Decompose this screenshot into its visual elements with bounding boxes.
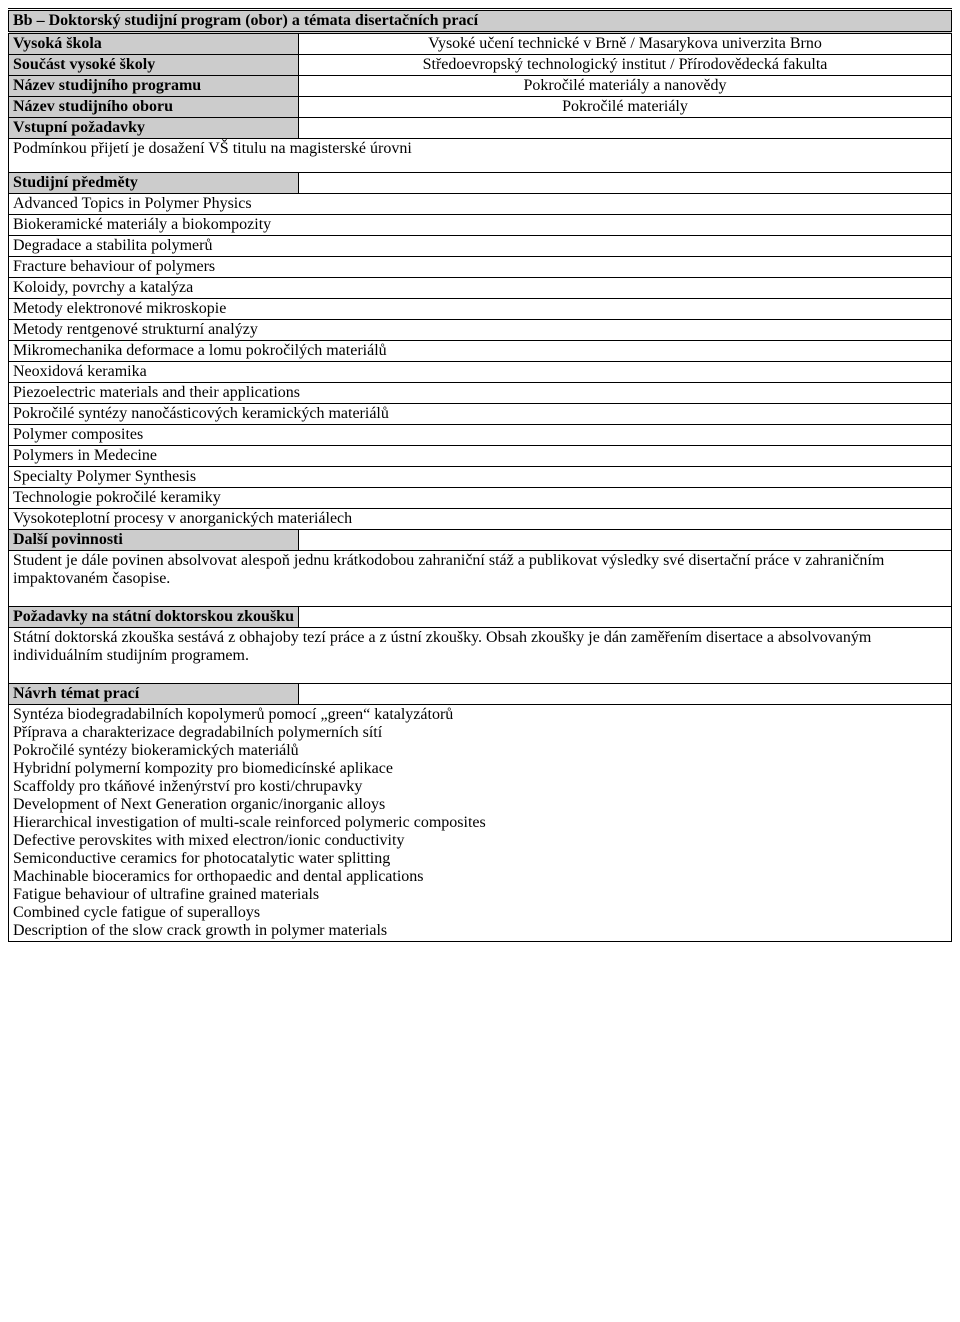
subject-row: Specialty Polymer Synthesis — [9, 467, 952, 488]
header-title: Bb – Doktorský studijní program (obor) a… — [9, 10, 952, 33]
subject-row: Fracture behaviour of polymers — [9, 257, 952, 278]
exam-text: Státní doktorská zkouška sestává z obhaj… — [9, 628, 952, 684]
row-faculty: Součást vysoké školy Středoevropský tech… — [9, 55, 952, 76]
entry-req-text: Podmínkou přijetí je dosažení VŠ titulu … — [9, 139, 952, 173]
row-university: Vysoká škola Vysoké učení technické v Br… — [9, 33, 952, 55]
subject-item: Mikromechanika deformace a lomu pokročil… — [9, 341, 952, 362]
exam-empty — [299, 607, 952, 628]
subject-item: Metody elektronové mikroskopie — [9, 299, 952, 320]
subject-row: Polymers in Medecine — [9, 446, 952, 467]
row-topics-label: Návrh témat prací — [9, 684, 952, 705]
topic-item: Description of the slow crack growth in … — [13, 922, 947, 940]
subject-row: Degradace a stabilita polymerů — [9, 236, 952, 257]
subject-row: Koloidy, povrchy a katalýza — [9, 278, 952, 299]
label-topics: Návrh témat prací — [9, 684, 299, 705]
label-entry-req: Vstupní požadavky — [9, 118, 299, 139]
row-exam-text: Státní doktorská zkouška sestává z obhaj… — [9, 628, 952, 684]
subject-item: Metody rentgenové strukturní analýzy — [9, 320, 952, 341]
value-program: Pokročilé materiály a nanovědy — [299, 76, 952, 97]
subject-item: Fracture behaviour of polymers — [9, 257, 952, 278]
row-other-duties-text: Student je dále povinen absolvovat alesp… — [9, 551, 952, 607]
row-field: Název studijního oboru Pokročilé materiá… — [9, 97, 952, 118]
subject-row: Mikromechanika deformace a lomu pokročil… — [9, 341, 952, 362]
label-other-duties: Další povinnosti — [9, 530, 299, 551]
subject-row: Metody rentgenové strukturní analýzy — [9, 320, 952, 341]
topic-item: Scaffoldy pro tkáňové inženýrství pro ko… — [13, 778, 947, 796]
value-faculty: Středoevropský technologický institut / … — [299, 55, 952, 76]
subject-item: Technologie pokročilé keramiky — [9, 488, 952, 509]
label-field: Název studijního oboru — [9, 97, 299, 118]
subjects-empty — [299, 173, 952, 194]
subject-item: Pokročilé syntézy nanočásticových kerami… — [9, 404, 952, 425]
subject-row: Vysokoteplotní procesy v anorganických m… — [9, 509, 952, 530]
row-entry-req-text: Podmínkou přijetí je dosažení VŠ titulu … — [9, 139, 952, 173]
subject-row: Piezoelectric materials and their applic… — [9, 383, 952, 404]
topic-item: Syntéza biodegradabilních kopolymerů pom… — [13, 706, 947, 724]
topic-item: Pokročilé syntézy biokeramických materiá… — [13, 742, 947, 760]
topic-item: Semiconductive ceramics for photocatalyt… — [13, 850, 947, 868]
document-table: Bb – Doktorský studijní program (obor) a… — [8, 8, 952, 942]
subjects-list: Advanced Topics in Polymer PhysicsBioker… — [9, 194, 952, 530]
row-program: Název studijního programu Pokročilé mate… — [9, 76, 952, 97]
topic-item: Development of Next Generation organic/i… — [13, 796, 947, 814]
topic-item: Hybridní polymerní kompozity pro biomedi… — [13, 760, 947, 778]
subject-item: Degradace a stabilita polymerů — [9, 236, 952, 257]
subject-item: Advanced Topics in Polymer Physics — [9, 194, 952, 215]
topic-item: Příprava a charakterizace degradabilních… — [13, 724, 947, 742]
other-duties-text: Student je dále povinen absolvovat alesp… — [9, 551, 952, 607]
subject-item: Koloidy, povrchy a katalýza — [9, 278, 952, 299]
topic-item: Fatigue behaviour of ultrafine grained m… — [13, 886, 947, 904]
other-duties-empty — [299, 530, 952, 551]
topics-cell: Syntéza biodegradabilních kopolymerů pom… — [9, 705, 952, 942]
topic-item: Hierarchical investigation of multi-scal… — [13, 814, 947, 832]
header-row: Bb – Doktorský studijní program (obor) a… — [9, 10, 952, 33]
topics-empty — [299, 684, 952, 705]
row-subjects-label: Studijní předměty — [9, 173, 952, 194]
subject-item: Specialty Polymer Synthesis — [9, 467, 952, 488]
label-faculty: Součást vysoké školy — [9, 55, 299, 76]
subject-row: Advanced Topics in Polymer Physics — [9, 194, 952, 215]
subject-item: Piezoelectric materials and their applic… — [9, 383, 952, 404]
subject-row: Polymer composites — [9, 425, 952, 446]
subject-row: Pokročilé syntézy nanočásticových kerami… — [9, 404, 952, 425]
value-entry-req-empty — [299, 118, 952, 139]
row-other-duties-label: Další povinnosti — [9, 530, 952, 551]
label-program: Název studijního programu — [9, 76, 299, 97]
subject-row: Biokeramické materiály a biokompozity — [9, 215, 952, 236]
label-exam: Požadavky na státní doktorskou zkoušku — [9, 607, 299, 628]
topic-item: Defective perovskites with mixed electro… — [13, 832, 947, 850]
subject-item: Vysokoteplotní procesy v anorganických m… — [9, 509, 952, 530]
topic-item: Machinable bioceramics for orthopaedic a… — [13, 868, 947, 886]
row-exam-label: Požadavky na státní doktorskou zkoušku — [9, 607, 952, 628]
subject-row: Technologie pokročilé keramiky — [9, 488, 952, 509]
subject-item: Polymer composites — [9, 425, 952, 446]
value-field: Pokročilé materiály — [299, 97, 952, 118]
subject-row: Metody elektronové mikroskopie — [9, 299, 952, 320]
topics-container: Syntéza biodegradabilních kopolymerů pom… — [13, 706, 947, 940]
subject-row: Neoxidová keramika — [9, 362, 952, 383]
row-topics-list: Syntéza biodegradabilních kopolymerů pom… — [9, 705, 952, 942]
label-subjects: Studijní předměty — [9, 173, 299, 194]
topic-item: Combined cycle fatigue of superalloys — [13, 904, 947, 922]
value-university: Vysoké učení technické v Brně / Masaryko… — [299, 33, 952, 55]
row-entry-req-label: Vstupní požadavky — [9, 118, 952, 139]
subject-item: Biokeramické materiály a biokompozity — [9, 215, 952, 236]
subject-item: Neoxidová keramika — [9, 362, 952, 383]
subject-item: Polymers in Medecine — [9, 446, 952, 467]
label-university: Vysoká škola — [9, 33, 299, 55]
